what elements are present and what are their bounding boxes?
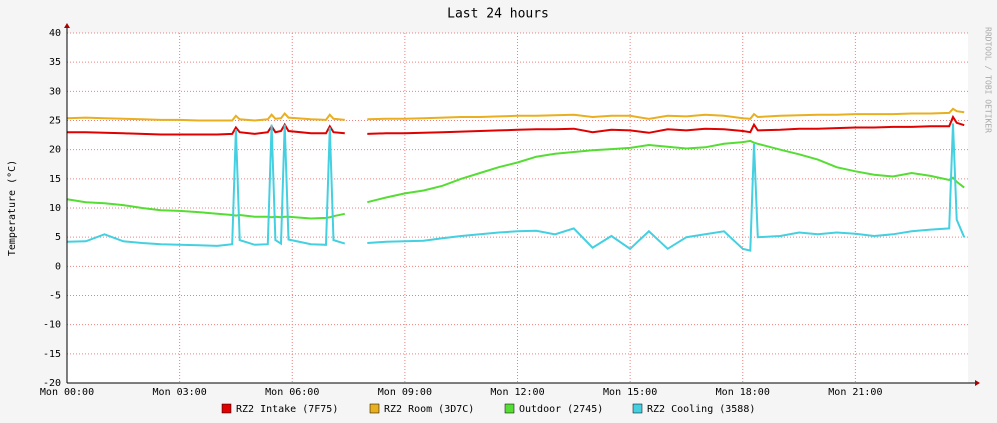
legend-label: Outdoor (2745) xyxy=(519,404,603,415)
x-tick-label: Mon 18:00 xyxy=(716,387,770,398)
series-line xyxy=(66,123,966,252)
y-tick-label: 40 xyxy=(49,28,61,39)
y-arrow xyxy=(64,23,70,28)
x-arrow xyxy=(975,380,980,386)
legend-swatch xyxy=(221,403,232,414)
legend-swatch xyxy=(632,403,643,414)
x-tick-label: Mon 03:00 xyxy=(153,387,207,398)
y-tick-label: -15 xyxy=(43,349,61,360)
x-tick-label: Mon 21:00 xyxy=(828,387,882,398)
legend: RZ2 Intake (7F75) RZ2 Room (3D7C) Outdoor … xyxy=(221,403,755,415)
y-tick-label: 30 xyxy=(49,86,61,97)
y-tick-label: 20 xyxy=(49,145,61,156)
legend-label: RZ2 Cooling (3588) xyxy=(647,404,755,415)
y-tick-label: 25 xyxy=(49,116,61,127)
x-tick-label: Mon 15:00 xyxy=(603,387,657,398)
series-line xyxy=(66,139,965,220)
y-tick-label: 15 xyxy=(49,174,61,185)
y-tick-label: 35 xyxy=(49,57,61,68)
chart-title: Last 24 hours xyxy=(447,7,549,22)
legend-label: RZ2 Intake (7F75) xyxy=(236,404,338,415)
series-line xyxy=(66,107,965,122)
grid: -20 -15 -10 -5 0 5 10 15 20 25 30 35 40 Mon 00:00 Mon … xyxy=(40,28,968,398)
x-tick-label: Mon 06:00 xyxy=(265,387,319,398)
y-tick-label: 5 xyxy=(55,232,61,243)
y-axis-label: Temperature (°C) xyxy=(7,160,18,256)
x-tick-label: Mon 12:00 xyxy=(490,387,544,398)
y-tick-label: 0 xyxy=(55,261,61,272)
legend-swatch xyxy=(504,403,515,414)
x-tick-label: Mon 09:00 xyxy=(378,387,432,398)
series-line xyxy=(67,114,965,136)
lines xyxy=(66,107,966,252)
y-tick-label: -10 xyxy=(43,320,61,331)
y-tick-label: -20 xyxy=(43,378,61,389)
side-label: RRDTOOL / TOBI OETIKER xyxy=(984,27,993,133)
legend-swatch xyxy=(369,403,380,414)
y-tick-label: 10 xyxy=(49,203,61,214)
x-tick-label: Mon 00:00 xyxy=(40,387,94,398)
legend-label: RZ2 Room (3D7C) xyxy=(384,404,474,415)
y-tick-label: -5 xyxy=(49,291,61,302)
